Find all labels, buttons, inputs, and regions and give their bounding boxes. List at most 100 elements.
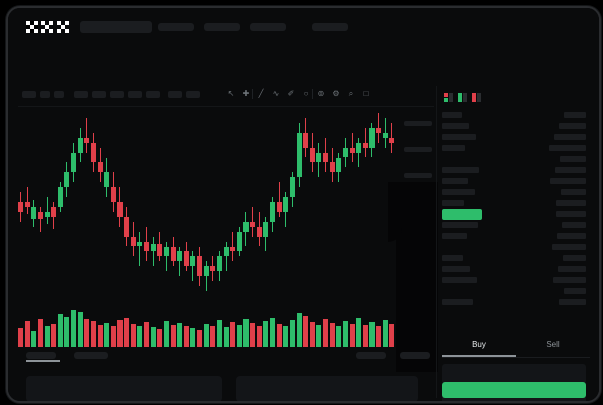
- orderbook-row-right[interactable]: [562, 222, 586, 228]
- okx-logo[interactable]: [26, 20, 72, 34]
- chart-tab-2[interactable]: [74, 352, 108, 359]
- orderbook-row-left[interactable]: [442, 189, 475, 195]
- chart-tab-1[interactable]: [26, 352, 56, 359]
- orderbook-row-left[interactable]: [442, 112, 462, 118]
- orderbook-row-left[interactable]: [442, 167, 479, 173]
- orderbook-row-right[interactable]: [561, 189, 586, 195]
- orderbook-layout-bids-icon[interactable]: [458, 90, 468, 102]
- chart-toolbar-item-9[interactable]: [168, 91, 182, 98]
- toolbar-separator-2: [252, 89, 253, 99]
- orderbook-row-right[interactable]: [554, 134, 586, 140]
- volume-bar: [110, 326, 116, 347]
- order-price-field[interactable]: [442, 364, 586, 384]
- volume-bar: [276, 323, 282, 347]
- chart-toolbar-item-5[interactable]: [92, 91, 106, 98]
- orderbook-row-left[interactable]: [442, 200, 464, 206]
- orderbook-row-right[interactable]: [549, 145, 586, 151]
- orderbook-row-right[interactable]: [553, 277, 586, 283]
- chart-toolbar-item-6[interactable]: [110, 91, 124, 98]
- orderbook-row-right[interactable]: [564, 112, 586, 118]
- candle-body: [270, 202, 276, 222]
- crosshair-icon[interactable]: ✚: [242, 89, 250, 98]
- orderbook-row-right[interactable]: [552, 244, 586, 250]
- candle: [362, 107, 370, 297]
- eye-icon[interactable]: ⌕: [348, 89, 354, 98]
- orderbook-row-right[interactable]: [559, 123, 586, 129]
- lock-icon[interactable]: ⚙: [332, 89, 340, 98]
- orderbook-row-left[interactable]: [442, 178, 468, 184]
- orderbook[interactable]: [440, 108, 590, 318]
- orderbook-row-right[interactable]: [556, 200, 586, 206]
- orderbook-row-left[interactable]: [442, 134, 476, 140]
- candle: [336, 107, 343, 297]
- chart-toolbar[interactable]: ↖ ✚ ╱ ∿ ✐ ○ ⊚ ⚙ ⌕ □: [18, 86, 434, 102]
- orderbook-row-left[interactable]: [442, 222, 478, 228]
- orderbook-row-left[interactable]: [442, 255, 463, 261]
- candle: [137, 107, 144, 297]
- orderbook-row-right[interactable]: [557, 233, 586, 239]
- chart-area[interactable]: [18, 106, 434, 347]
- candle: [183, 107, 191, 297]
- buy-sell-tabs[interactable]: Buy Sell: [440, 336, 590, 358]
- place-buy-order-button[interactable]: [442, 382, 586, 398]
- volume-bar: [90, 321, 96, 347]
- orderbook-row-left[interactable]: [442, 277, 477, 283]
- nav-search-placeholder[interactable]: [80, 21, 152, 33]
- chart-option-1[interactable]: [356, 352, 386, 359]
- orderbook-row-right[interactable]: [555, 167, 586, 173]
- orderbook-row-right[interactable]: [550, 178, 586, 184]
- shapes-icon[interactable]: ○: [303, 89, 309, 98]
- chart-toolbar-item-7[interactable]: [128, 91, 142, 98]
- chart-option-2[interactable]: [400, 352, 430, 359]
- volume-bar: [236, 324, 242, 347]
- tab-sell[interactable]: Sell: [546, 340, 560, 349]
- bottom-card-right[interactable]: [236, 376, 418, 401]
- volume-bar: [77, 311, 83, 347]
- chart-toolbar-item-8[interactable]: [146, 91, 160, 98]
- orderbook-row-left[interactable]: [442, 233, 467, 239]
- candle-body: [376, 127, 382, 133]
- orderbook-row-left[interactable]: [442, 123, 469, 129]
- candle-wick: [39, 206, 41, 232]
- candle: [329, 107, 337, 297]
- volume-bar: [124, 318, 130, 347]
- orderbook-row-right[interactable]: [558, 266, 586, 272]
- orderbook-row-right[interactable]: [564, 288, 586, 294]
- candle: [376, 107, 383, 297]
- wave-icon[interactable]: ∿: [272, 89, 280, 98]
- trash-icon[interactable]: □: [363, 89, 369, 98]
- chart-toolbar-item-4[interactable]: [74, 91, 88, 98]
- cursor-icon[interactable]: ↖: [227, 89, 235, 98]
- magnet-icon[interactable]: ⊚: [317, 89, 325, 98]
- tab-buy[interactable]: Buy: [472, 340, 486, 349]
- chart-toolbar-item-1[interactable]: [22, 91, 36, 98]
- candle-body: [362, 142, 368, 148]
- orderbook-row-left[interactable]: [442, 299, 473, 305]
- bottom-card-left[interactable]: [26, 376, 222, 401]
- nav-item-2[interactable]: [204, 23, 240, 31]
- volume-bar: [203, 323, 209, 347]
- volume-bar: [51, 323, 57, 347]
- chart-toolbar-item-3[interactable]: [54, 91, 64, 98]
- orderbook-view-icons[interactable]: [440, 88, 590, 102]
- nav-item-3[interactable]: [250, 23, 286, 31]
- nav-item-1[interactable]: [158, 23, 194, 31]
- chart-toolbar-item-10[interactable]: [186, 91, 200, 98]
- volume-bar: [24, 321, 30, 347]
- orderbook-row-left[interactable]: [442, 266, 470, 272]
- candle: [256, 107, 264, 297]
- orderbook-row-right[interactable]: [560, 156, 586, 162]
- trend-line-icon[interactable]: ╱: [258, 89, 264, 98]
- brush-icon[interactable]: ✐: [287, 89, 295, 98]
- orderbook-row-right[interactable]: [559, 299, 586, 305]
- candle: [276, 107, 284, 297]
- orderbook-row-left[interactable]: [442, 145, 465, 151]
- chart-toolbar-item-2[interactable]: [40, 91, 50, 98]
- nav-item-4[interactable]: [312, 23, 348, 31]
- orderbook-layout-all-icon[interactable]: [444, 90, 454, 102]
- volume-bar: [130, 323, 136, 347]
- orderbook-row-right[interactable]: [563, 255, 586, 261]
- orderbook-layout-asks-icon[interactable]: [472, 90, 482, 102]
- candle-body: [37, 211, 43, 220]
- candle: [342, 107, 350, 297]
